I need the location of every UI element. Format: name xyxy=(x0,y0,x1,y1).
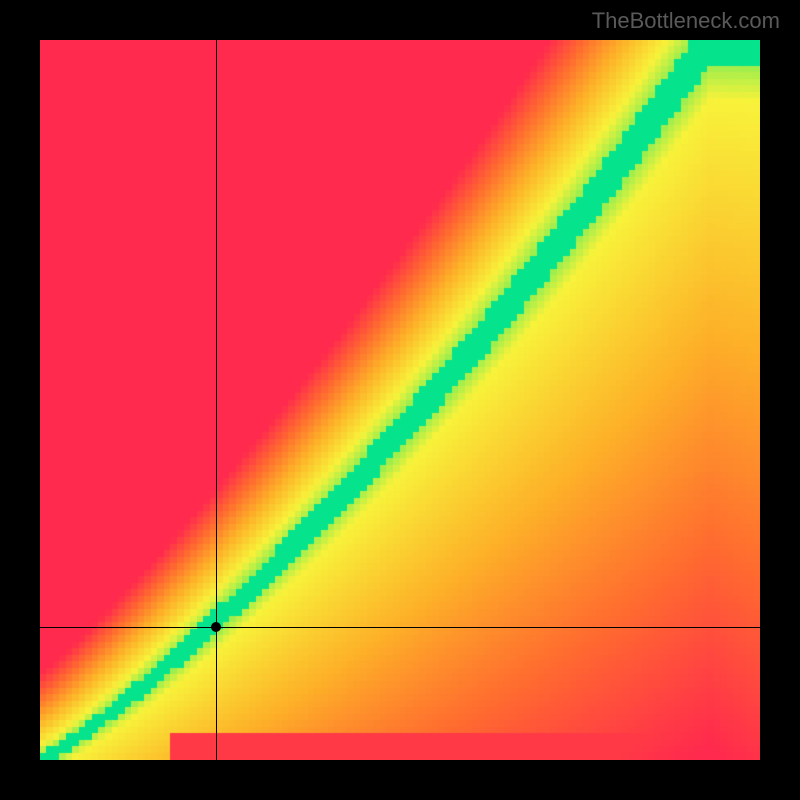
bottleneck-heatmap xyxy=(40,40,760,760)
watermark-text: TheBottleneck.com xyxy=(592,8,780,34)
marker-dot xyxy=(211,622,221,632)
crosshair-vertical xyxy=(216,40,217,760)
crosshair-horizontal xyxy=(40,627,760,628)
chart-container: TheBottleneck.com xyxy=(0,0,800,800)
